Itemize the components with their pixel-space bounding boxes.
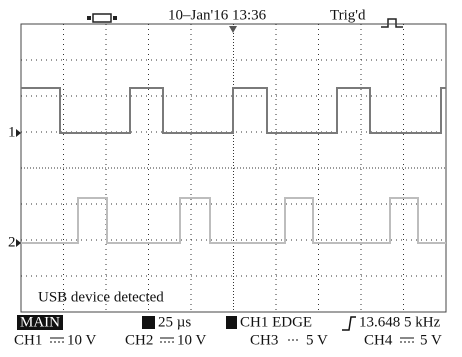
channel-name: CH3 xyxy=(250,332,278,348)
channel-name: CH4 xyxy=(364,332,393,348)
coupling-dc xyxy=(160,338,174,342)
marker-arrow xyxy=(16,239,21,247)
channel-name: CH1 xyxy=(14,332,42,348)
graticule xyxy=(21,24,446,312)
trigger-status: Trig'd xyxy=(330,7,366,23)
trigger-position-marker xyxy=(229,26,237,33)
channel-scale: 10 V xyxy=(67,332,96,348)
channel-scale: 5 V xyxy=(420,332,442,348)
coupling-dc xyxy=(400,338,414,342)
usb-icon xyxy=(87,14,117,22)
oscilloscope-screen: 10–Jan'16 13:36 Trig'd 1 2 USB device de… xyxy=(0,0,462,352)
channel-scale: 5 V xyxy=(306,332,328,348)
date-time: 10–Jan'16 13:36 xyxy=(168,7,267,23)
trigger-source-icon xyxy=(226,316,237,329)
frequency: 13.648 5 kHz xyxy=(359,314,441,330)
marker-arrow xyxy=(16,129,21,137)
channel-scale: 10 V xyxy=(177,332,206,348)
timebase: 25 µs xyxy=(158,314,191,330)
mode: MAIN xyxy=(20,314,60,330)
coupling-dc xyxy=(50,338,64,342)
timebase-icon xyxy=(142,316,155,329)
trigger-icon xyxy=(381,19,403,27)
channel-marker: 2 xyxy=(8,234,16,250)
channel-marker: 1 xyxy=(8,124,16,140)
channel1-waveform xyxy=(21,88,446,133)
channel-name: CH2 xyxy=(125,332,153,348)
trigger-setting: CH1 EDGE xyxy=(240,314,312,330)
status-message: USB device detected xyxy=(38,289,164,305)
edge-icon xyxy=(342,317,356,330)
